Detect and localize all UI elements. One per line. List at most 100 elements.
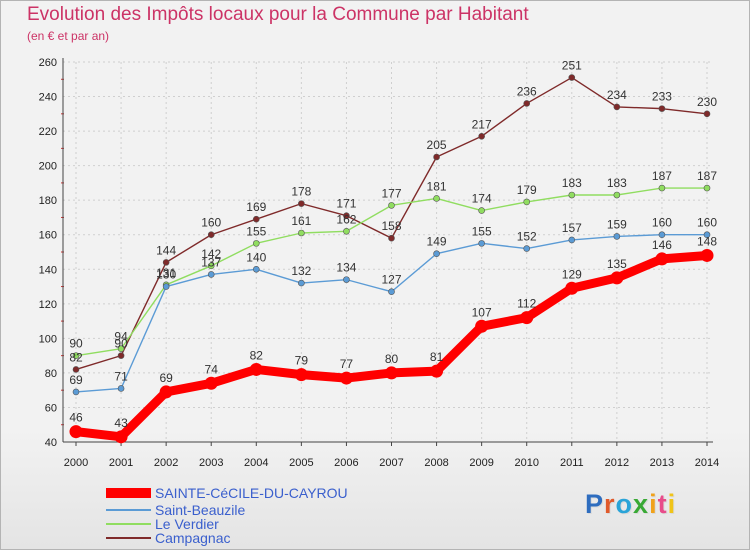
series-0-label-2005: 79 xyxy=(295,354,309,368)
x-tick-label-2014: 2014 xyxy=(695,457,719,469)
series-2-point-2009 xyxy=(478,207,485,214)
series-2-label-2008: 181 xyxy=(427,179,447,193)
series-2-point-2007 xyxy=(388,202,395,209)
x-tick-label-2007: 2007 xyxy=(379,457,403,469)
x-tick-label-2005: 2005 xyxy=(289,457,313,469)
y-tick-label-120: 120 xyxy=(39,299,57,311)
x-tick-label-2001: 2001 xyxy=(109,457,133,469)
x-tick-label-2002: 2002 xyxy=(154,457,178,469)
chart-series xyxy=(69,74,714,444)
logo-letter: P xyxy=(585,489,605,519)
series-3-point-2006 xyxy=(343,212,350,220)
series-2-point-2005 xyxy=(298,229,305,237)
legend-label-3: Campagnac xyxy=(155,530,231,546)
y-tick-label-160: 160 xyxy=(39,230,57,242)
series-0-label-2013: 146 xyxy=(652,238,672,252)
x-tick-label-2009: 2009 xyxy=(469,457,493,469)
series-0-label-2006: 77 xyxy=(340,357,354,371)
logo-letter: t xyxy=(657,489,668,519)
series-3-label-2005: 178 xyxy=(291,185,311,199)
series-1-label-2014: 160 xyxy=(697,216,717,230)
series-1-label-2012: 159 xyxy=(607,217,627,231)
series-0-point-2006 xyxy=(339,371,353,385)
y-tick-label-180: 180 xyxy=(39,195,57,207)
series-1-label-2000: 69 xyxy=(69,373,83,387)
series-2-label-2011: 183 xyxy=(562,176,582,190)
series-0-label-2009: 107 xyxy=(472,305,492,319)
y-tick-label-260: 260 xyxy=(39,57,57,69)
series-3-label-2006: 171 xyxy=(336,197,356,211)
chart-subtitle: (en € et par an) xyxy=(27,29,110,43)
series-3-label-2002: 144 xyxy=(156,243,176,257)
y-tick-label-100: 100 xyxy=(39,333,57,345)
legend-label-0: SAINTE-CéCILE-DU-CAYROU xyxy=(155,485,348,501)
series-0-point-2011 xyxy=(565,281,579,295)
y-tick-label-60: 60 xyxy=(45,402,57,414)
series-3-point-2009 xyxy=(478,132,485,140)
series-0-label-2014: 148 xyxy=(697,234,717,248)
x-tick-label-2008: 2008 xyxy=(424,457,448,469)
series-2-label-2005: 161 xyxy=(291,214,311,228)
series-1-point-2007 xyxy=(388,288,395,296)
series-0-label-2004: 82 xyxy=(250,348,264,362)
series-1-point-2011 xyxy=(568,236,576,244)
series-2-label-2002: 131 xyxy=(156,266,176,280)
x-tick-label-2011: 2011 xyxy=(560,457,584,469)
series-3-point-2002 xyxy=(162,259,170,266)
x-tick-label-2003: 2003 xyxy=(199,457,223,469)
series-1-point-2002 xyxy=(162,283,170,290)
series-0-point-2009 xyxy=(475,319,489,333)
logo-letter: r xyxy=(604,489,616,519)
proxiti-logo: Proxiti xyxy=(585,489,676,520)
series-3-point-2011 xyxy=(568,74,576,81)
series-0-point-2012 xyxy=(610,271,624,285)
series-2-point-2011 xyxy=(568,191,576,199)
series-3-point-2001 xyxy=(117,352,125,359)
y-tick-label-140: 140 xyxy=(39,264,57,276)
series-0-label-2001: 43 xyxy=(114,416,128,430)
series-3-point-2008 xyxy=(433,153,440,161)
series-3-point-2004 xyxy=(252,215,260,223)
series-1-point-2008 xyxy=(433,250,440,258)
series-2-label-2012: 183 xyxy=(607,176,627,190)
series-1-label-2008: 149 xyxy=(427,235,447,249)
series-2-label-2009: 174 xyxy=(472,192,492,206)
series-3-label-2004: 169 xyxy=(246,200,266,214)
series-2-point-2003 xyxy=(207,262,215,270)
chart-axes: 40 60 80 100 120 140 160 180 200 220 240 260 2000 200… xyxy=(39,57,720,469)
series-3-label-2008: 205 xyxy=(427,138,447,152)
logo-letter: o xyxy=(615,489,634,519)
series-0-label-2003: 74 xyxy=(205,362,219,376)
logo-letter: i xyxy=(667,489,677,519)
series-1-point-2006 xyxy=(343,276,350,283)
y-tick-label-200: 200 xyxy=(39,161,57,173)
series-2-label-2001: 94 xyxy=(114,330,128,344)
series-2-point-2014 xyxy=(703,184,711,192)
series-0-label-2007: 80 xyxy=(385,352,399,366)
series-1-point-2005 xyxy=(298,279,305,287)
series-1-point-2000 xyxy=(72,388,80,396)
series-0-point-2001 xyxy=(114,430,128,444)
series-2-point-2008 xyxy=(433,195,440,202)
x-tick-label-2010: 2010 xyxy=(514,457,538,469)
series-1-label-2003: 137 xyxy=(201,255,221,269)
series-1-point-2003 xyxy=(207,271,215,278)
series-1-label-2011: 157 xyxy=(562,221,582,235)
series-0-point-2002 xyxy=(159,385,173,399)
series-2-point-2012 xyxy=(613,191,621,199)
series-2-point-2006 xyxy=(343,227,350,235)
series-1-point-2009 xyxy=(478,240,485,247)
series-2-point-2000 xyxy=(72,352,80,359)
series-2-label-2003: 142 xyxy=(201,247,221,261)
series-2-label-2004: 155 xyxy=(246,224,266,238)
series-0-label-2000: 46 xyxy=(69,411,83,425)
series-3-label-2012: 234 xyxy=(607,88,627,102)
series-0-label-2010: 112 xyxy=(517,297,536,311)
series-1-point-2014 xyxy=(703,231,711,239)
series-2-label-2010: 179 xyxy=(517,183,537,197)
series-3-label-2011: 251 xyxy=(562,59,582,73)
x-tick-label-2013: 2013 xyxy=(650,457,674,469)
series-0-point-2003 xyxy=(204,376,218,390)
series-1-label-2007: 127 xyxy=(381,273,401,287)
series-1-label-2006: 134 xyxy=(336,261,356,275)
